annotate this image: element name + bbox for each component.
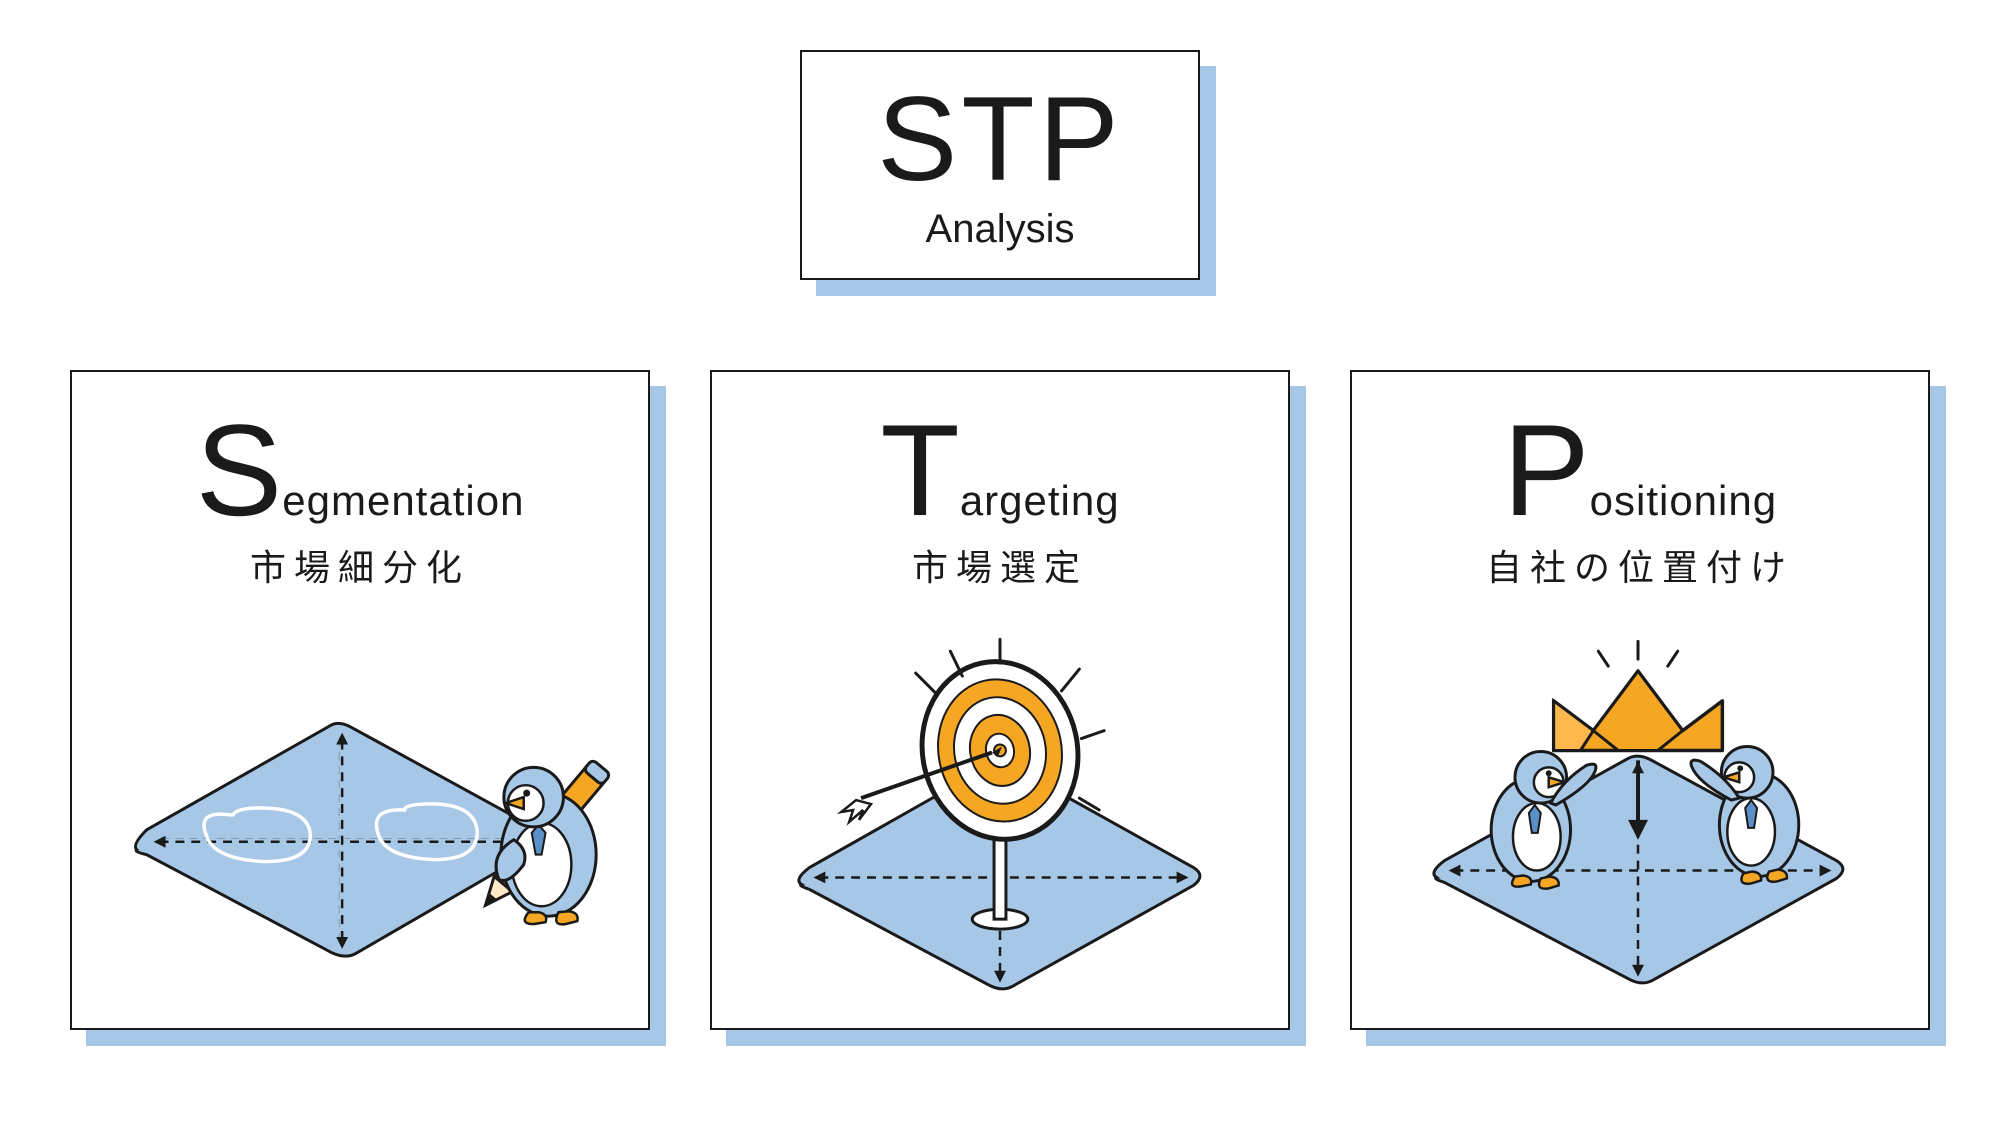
segmentation-illustration-icon — [102, 630, 618, 990]
positioning-illustration-icon — [1382, 620, 1898, 1000]
card-subtitle: 自社の位置付け — [1486, 539, 1794, 591]
card-letter: S — [196, 412, 283, 529]
card-segmentation: S egmentation 市場細分化 — [70, 370, 650, 1030]
card-subtitle: 市場細分化 — [250, 539, 470, 591]
card-letter: P — [1503, 412, 1590, 529]
cards-row: S egmentation 市場細分化 — [0, 370, 2000, 1030]
card-letter: T — [880, 412, 959, 529]
card-targeting: T argeting 市場選定 — [710, 370, 1290, 1030]
card-rest: argeting — [960, 477, 1120, 525]
targeting-illustration-icon — [742, 620, 1258, 1000]
card-rest: ositioning — [1590, 477, 1777, 525]
title-main: STP — [877, 79, 1122, 199]
title-box: STP Analysis — [800, 50, 1200, 280]
card-positioning: P ositioning 自社の位置付け — [1350, 370, 1930, 1030]
card-subtitle: 市場選定 — [912, 539, 1088, 591]
title-sub: Analysis — [926, 207, 1075, 252]
card-rest: egmentation — [282, 477, 524, 525]
